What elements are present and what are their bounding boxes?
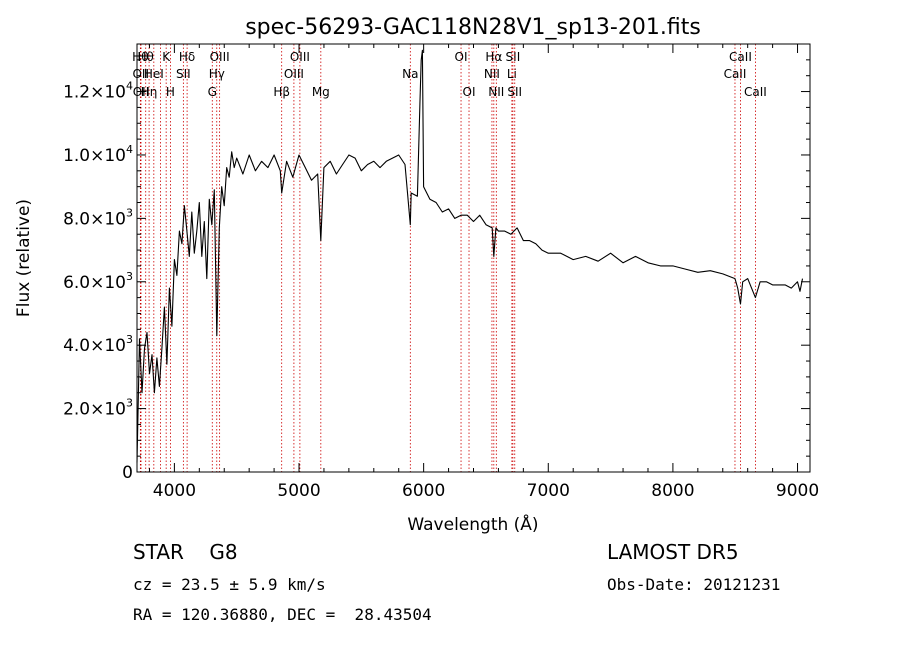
line-marker-label: Hβ <box>273 85 290 99</box>
line-marker-label: NII <box>484 67 500 81</box>
line-marker-label: Li <box>507 67 517 81</box>
line-marker-label: SII <box>176 67 191 81</box>
line-marker-label: Hη <box>141 85 158 99</box>
y-tick-label: 1.0×104 <box>63 143 133 166</box>
y-tick-label: 2.0×103 <box>63 397 133 420</box>
line-marker-label: CaII <box>744 85 767 99</box>
line-marker-label: OI <box>455 50 468 64</box>
line-marker-label: H <box>166 85 175 99</box>
observation-date: Obs-Date: 20121231 <box>607 575 781 594</box>
x-tick-label: 6000 <box>402 481 445 501</box>
y-tick-label: 1.2×104 <box>63 80 133 103</box>
line-marker-label: NII <box>488 85 504 99</box>
line-marker-label: SII <box>507 85 522 99</box>
line-marker-label: OI <box>463 85 476 99</box>
plot-frame <box>136 43 811 473</box>
x-tick-label: 5000 <box>277 481 320 501</box>
y-tick-label: 4.0×103 <box>63 333 133 356</box>
spectrum-line <box>136 49 804 463</box>
x-axis-label: Wavelength (Å) <box>407 513 538 535</box>
survey-name: LAMOST DR5 <box>607 540 739 564</box>
spectrum-series <box>136 49 804 463</box>
line-marker-label: OIII <box>210 50 230 64</box>
line-marker-label: Hα <box>485 50 502 64</box>
chart-title: spec-56293-GAC118N28V1_sp13-201.fits <box>245 15 701 40</box>
ra-dec: RA = 120.36880, DEC = 28.43504 <box>133 605 432 624</box>
line-marker-label: Na <box>402 67 418 81</box>
x-tick-label: 9000 <box>776 481 819 501</box>
line-marker-label: SII <box>506 50 521 64</box>
object-class: STAR G8 <box>133 540 238 564</box>
line-marker-label: K <box>162 50 171 64</box>
line-marker-label: CaII <box>729 50 752 64</box>
x-tick-label: 7000 <box>527 481 570 501</box>
line-marker-label: Hθ <box>138 50 154 64</box>
y-tick-label: 6.0×103 <box>63 270 133 293</box>
line-marker-label: OIII <box>290 50 310 64</box>
line-marker-label: Hδ <box>179 50 195 64</box>
spectral-line-markers: HθOIIOIIHθHηHeIKHSIIHδGHγOIIIHβOIIIOIIIM… <box>132 44 767 472</box>
axes: 4000 5000 6000 7000 8000 9000 0 2.0×103 4.0×103 6… <box>63 43 819 501</box>
x-tick-label: 4000 <box>153 481 196 501</box>
line-marker-label: G <box>208 85 217 99</box>
line-marker-label: CaII <box>724 67 747 81</box>
redshift-cz: cz = 23.5 ± 5.9 km/s <box>133 575 326 594</box>
x-tick-label: 8000 <box>651 481 694 501</box>
line-marker-label: Hγ <box>209 67 225 81</box>
y-tick-label: 0 <box>122 463 133 483</box>
line-marker-label: Hθ <box>132 50 148 64</box>
y-axis-label: Flux (relative) <box>14 199 34 317</box>
line-marker-label: OIII <box>284 67 304 81</box>
line-marker-label: Mg <box>312 85 330 99</box>
y-tick-label: 8.0×103 <box>63 206 133 229</box>
line-marker-label: HeI <box>144 67 164 81</box>
